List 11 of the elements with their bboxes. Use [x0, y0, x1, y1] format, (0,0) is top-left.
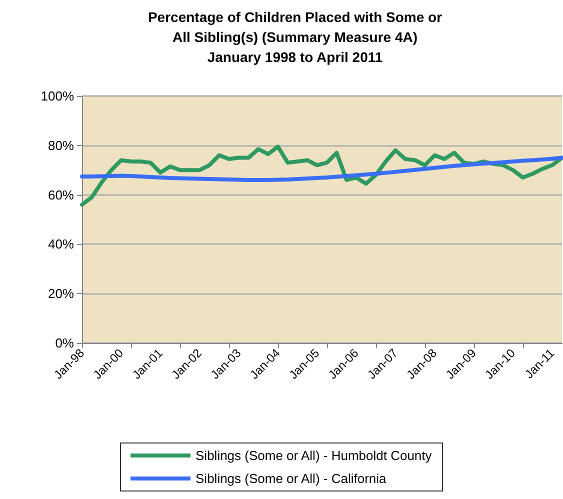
y-tick-label: 0% [55, 336, 74, 350]
y-tick-label: 100% [40, 88, 74, 104]
legend-label: Siblings (Some or All) - Humboldt County [196, 448, 432, 463]
line-series [80, 156, 563, 182]
y-tick-label: 80% [48, 138, 74, 153]
y-tick-label: 60% [48, 187, 74, 202]
legend-label: Siblings (Some or All) - California [196, 471, 388, 486]
line-series [80, 144, 563, 207]
chart-title: Percentage of Children Placed with Some or All Sibling(s) (Summary Measure 4A) January 1998 to April 2011 [148, 9, 443, 65]
y-tick-label: 20% [48, 286, 74, 302]
y-tick-label: 40% [48, 236, 74, 252]
